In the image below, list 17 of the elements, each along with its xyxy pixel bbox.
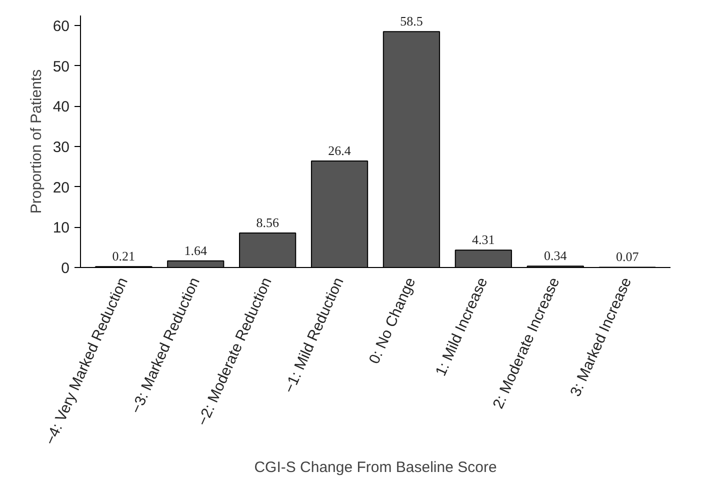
- y-tick-label: 50: [52, 58, 70, 76]
- y-tick-label: 0: [61, 260, 70, 277]
- data-label: 8.56: [256, 214, 280, 230]
- data-label: 4.31: [472, 232, 495, 248]
- data-label: 1.64: [184, 242, 208, 258]
- y-tick-label: 60: [52, 18, 70, 36]
- data-label: 0.34: [544, 248, 568, 264]
- data-label: 26.4: [328, 143, 352, 158]
- data-label: 0.07: [616, 249, 640, 264]
- data-label: 58.5: [400, 14, 423, 29]
- data-label: 0.21: [112, 248, 136, 264]
- y-tick-label: 10: [52, 220, 70, 237]
- y-tick-label: 20: [52, 179, 70, 196]
- y-axis-title: Proportion of Patients: [28, 69, 45, 214]
- y-tick-label: 40: [52, 98, 70, 116]
- x-axis-title: CGI-S Change From Baseline Score: [254, 458, 497, 476]
- y-tick-label: 30: [52, 139, 70, 156]
